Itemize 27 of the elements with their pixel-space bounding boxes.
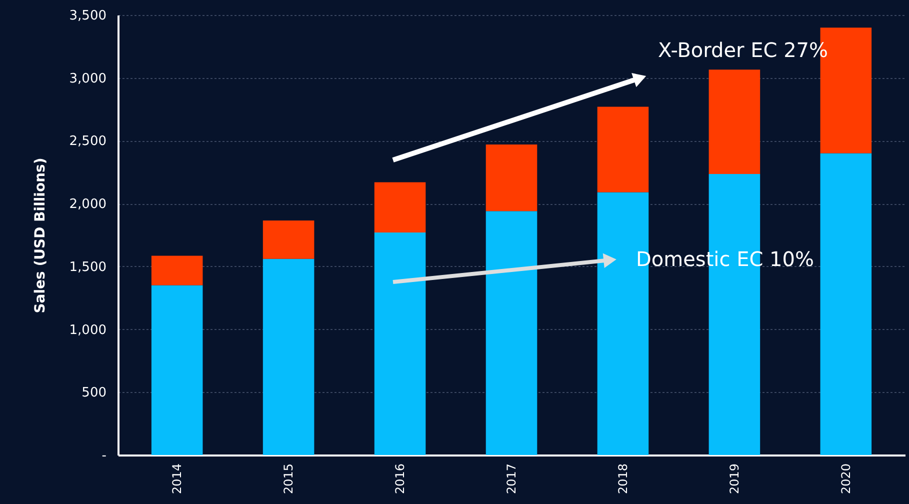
bar xyxy=(151,256,203,286)
y-tick-label: 2,000 xyxy=(69,197,106,212)
y-tick-label: 1,500 xyxy=(69,260,106,275)
bar xyxy=(262,258,314,455)
x-tick-label: 2017 xyxy=(504,464,518,494)
y-tick-label: 500 xyxy=(82,386,106,401)
bar xyxy=(597,106,649,192)
x-tick-label: 2020 xyxy=(838,464,853,494)
y-tick-label: - xyxy=(102,448,107,464)
bar xyxy=(374,182,426,232)
y-tick-label: 3,000 xyxy=(69,71,106,86)
bar xyxy=(262,220,314,259)
bar xyxy=(151,285,203,455)
x-tick-label: 2015 xyxy=(282,464,296,494)
bar xyxy=(486,211,538,455)
x-tick-label: 2019 xyxy=(727,464,742,494)
y-tick-label: 1,000 xyxy=(69,322,106,338)
y-axis-title: Sales (USD Billions) xyxy=(32,158,48,314)
bar xyxy=(708,70,760,174)
x-tick-label: 2014 xyxy=(170,464,184,494)
x-tick-label: 2018 xyxy=(616,464,630,494)
x-tick-label: 2016 xyxy=(393,464,408,494)
y-tick-label: 2,500 xyxy=(69,134,106,150)
bar xyxy=(486,144,538,212)
bar xyxy=(374,232,426,455)
bar xyxy=(820,153,872,455)
y-tick-label: 3,500 xyxy=(69,8,106,24)
